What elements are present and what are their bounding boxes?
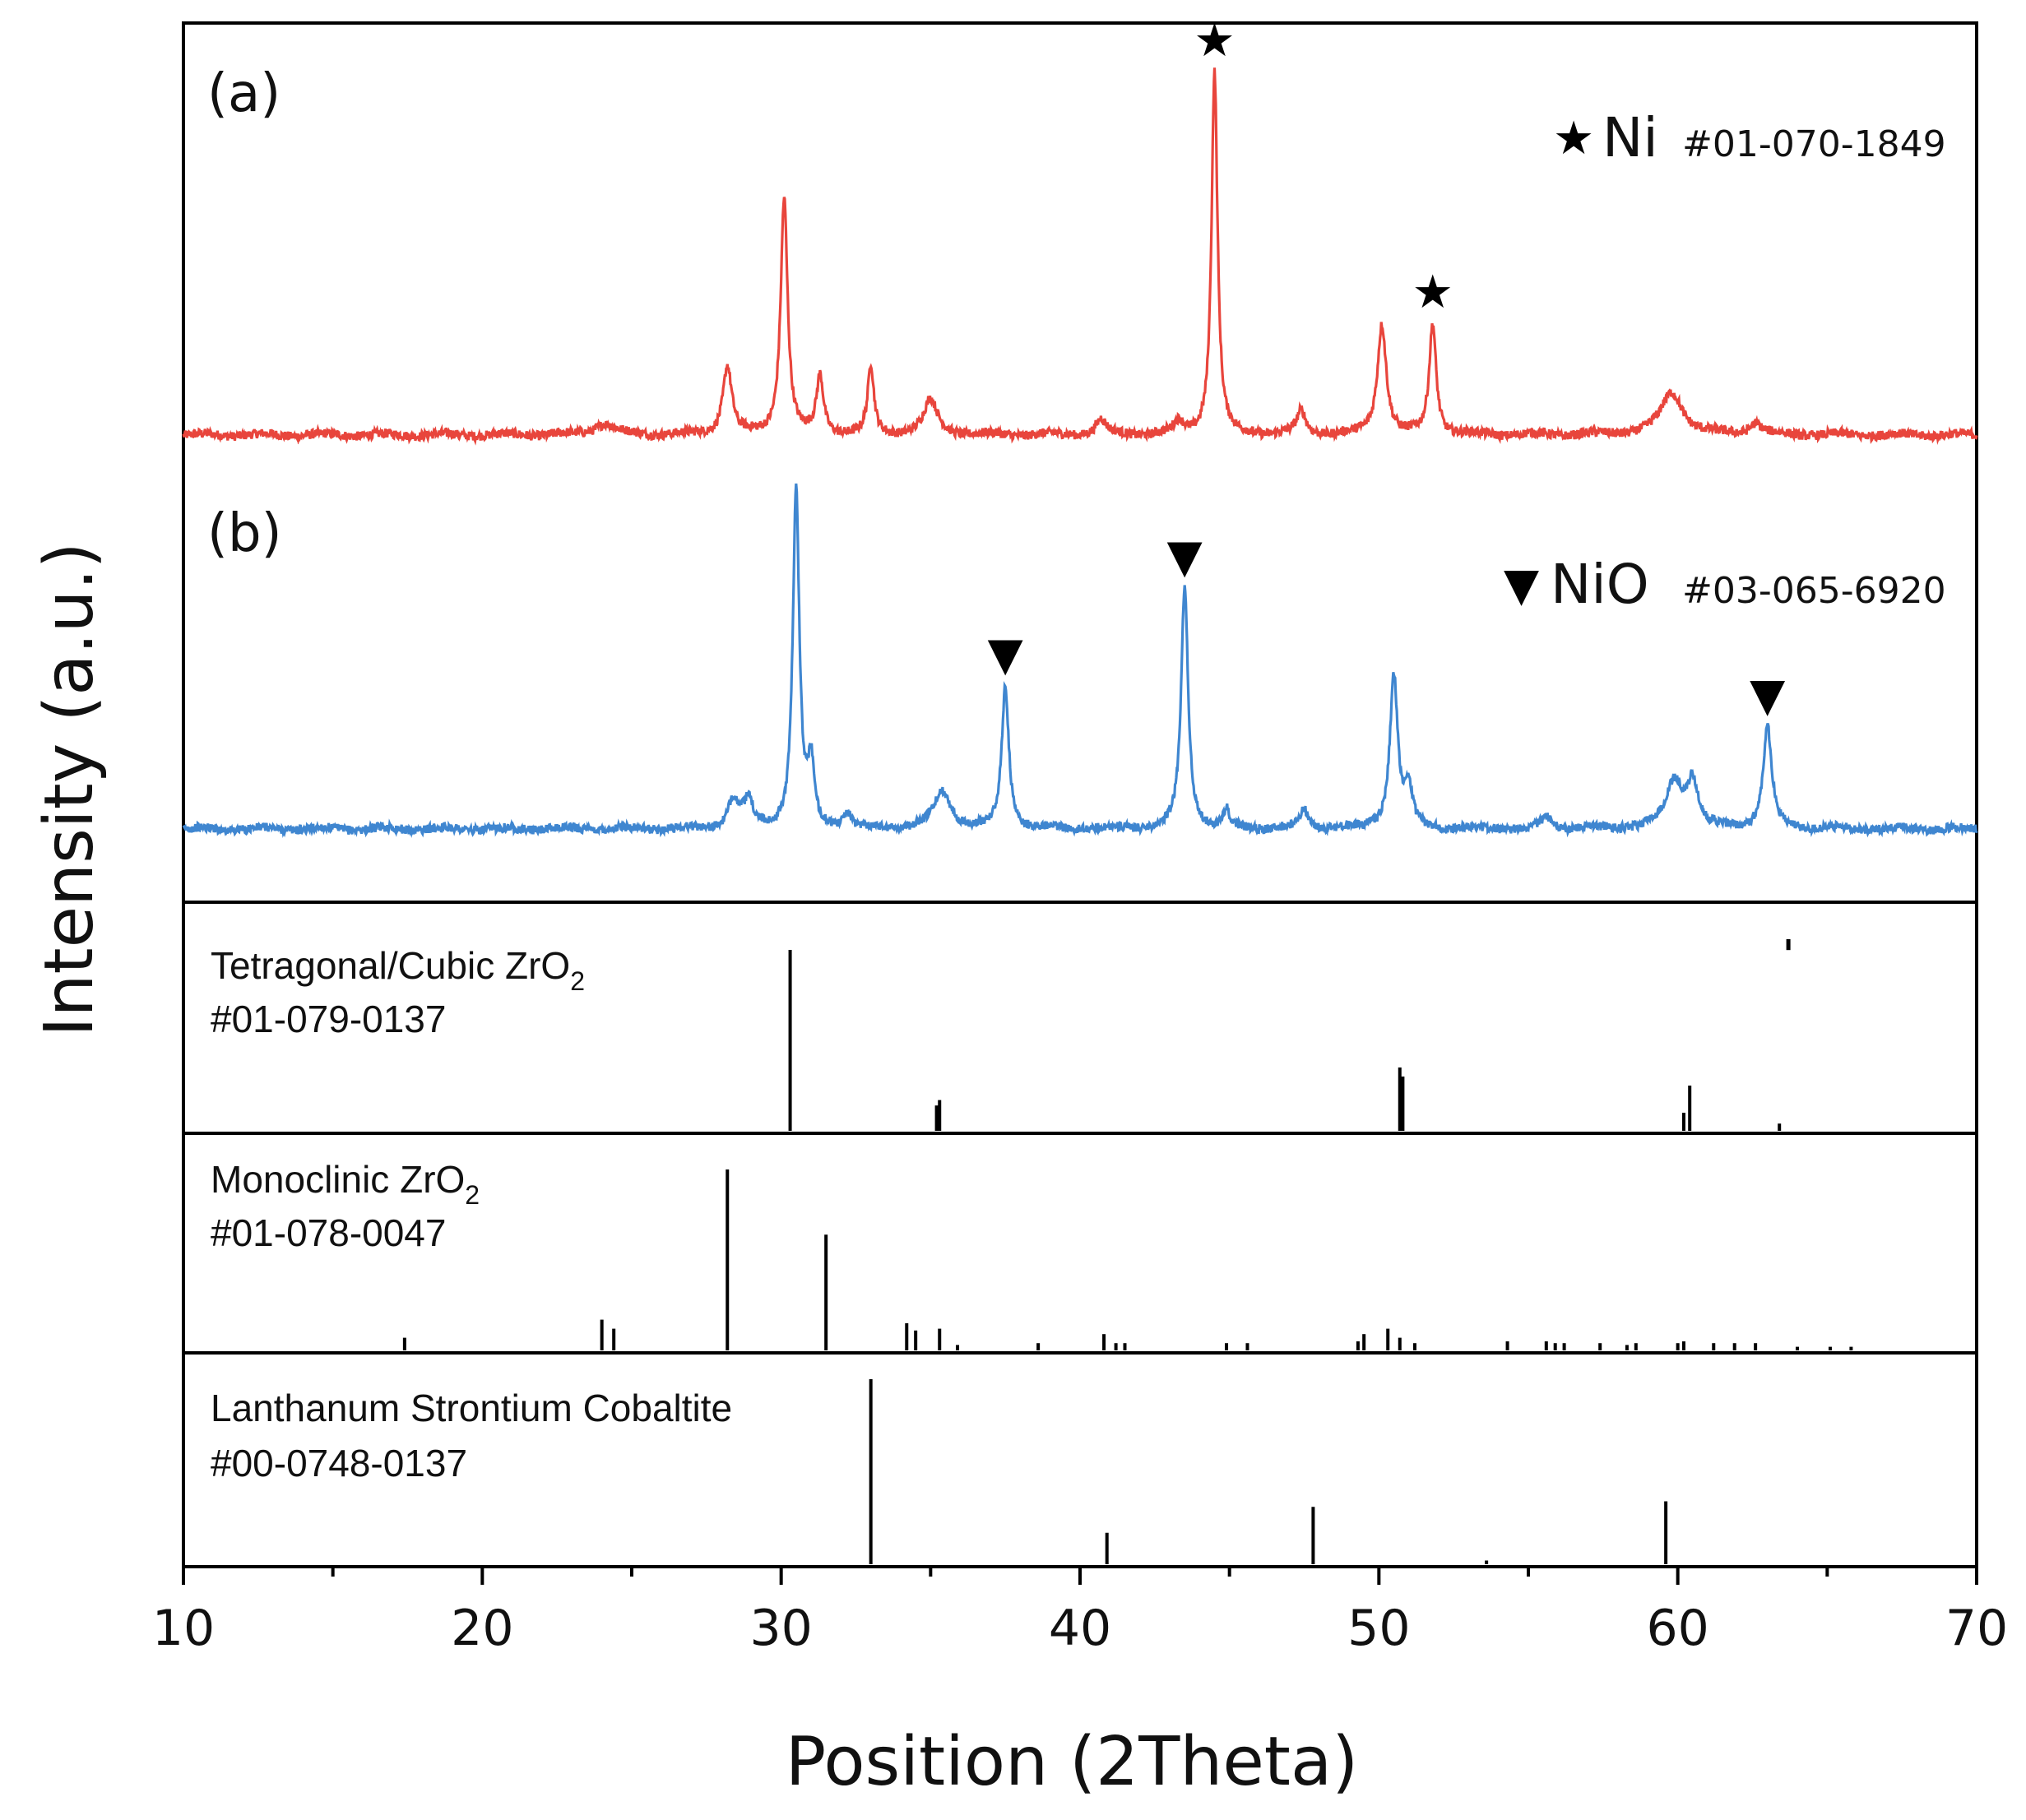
- x-tick-label-50: 50: [1347, 1600, 1410, 1657]
- x-tick-labels: 10 20 30 40 50 60 70: [152, 1600, 2008, 1657]
- pattern-series-group: ★ ★ ▼ ▼ ▼: [182, 14, 1978, 838]
- legend-nio-card: #03-065-6920: [1682, 570, 1946, 612]
- y-axis-title: Intensity (a.u.): [30, 542, 109, 1036]
- x-axis-title: Position (2Theta): [786, 1723, 1358, 1801]
- ref-name-tetragonal-cubic: Tetragonal/Cubic ZrO: [211, 944, 570, 987]
- legend-nio-phase: NiO: [1551, 553, 1649, 616]
- ref-card-monoclinic: #01-078-0047: [211, 1211, 446, 1254]
- ref-subscript-tetragonal-cubic: 2: [570, 966, 585, 996]
- reference-patterns-group: [402, 939, 1853, 1564]
- ref-name-monoclinic: Monoclinic ZrO: [211, 1158, 465, 1201]
- legend-ni-star-icon: ★: [1553, 112, 1594, 165]
- legend-nio: ▼ NiO #03-065-6920: [1504, 553, 1946, 616]
- star-marker-icon-0-1: ★: [1412, 266, 1453, 319]
- panel-label-b: (b): [207, 503, 282, 564]
- x-tick-label-60: 60: [1646, 1600, 1708, 1657]
- ref-subscript-monoclinic: 2: [465, 1180, 480, 1210]
- x-tick-label-20: 20: [451, 1600, 513, 1657]
- x-tick-label-70: 70: [1945, 1600, 2008, 1657]
- star-marker-icon-0-0: ★: [1194, 14, 1235, 67]
- x-tick-label-10: 10: [152, 1600, 215, 1657]
- series-line-0: [182, 67, 1978, 446]
- panel-label-a: (a): [207, 63, 280, 124]
- x-tick-label-30: 30: [749, 1600, 812, 1657]
- x-tick-label-40: 40: [1049, 1600, 1111, 1657]
- legend-ni-phase: Ni: [1602, 106, 1658, 169]
- plot-border: [182, 21, 1978, 1568]
- series-line-1: [182, 483, 1978, 838]
- ref-label-monoclinic: Monoclinic ZrO2: [211, 1158, 480, 1210]
- legend-ni-card: #01-070-1849: [1682, 123, 1946, 165]
- triangle-marker-icon-1-0: ▼: [988, 628, 1023, 682]
- legend-nio-triangle-icon: ▼: [1504, 558, 1539, 612]
- triangle-marker-icon-1-1: ▼: [1167, 530, 1203, 583]
- triangle-marker-icon-1-2: ▼: [1750, 669, 1785, 722]
- ref-name-lsc: Lanthanum Strontium Cobaltite: [211, 1387, 732, 1429]
- ref-label-tetragonal-cubic: Tetragonal/Cubic ZrO2: [211, 944, 585, 996]
- plot-frame: [182, 21, 1978, 1585]
- ref-card-tetragonal-cubic: #01-079-0137: [211, 998, 446, 1040]
- ref-card-lsc: #00-0748-0137: [211, 1442, 467, 1484]
- legend-ni: ★ Ni #01-070-1849: [1553, 106, 1946, 169]
